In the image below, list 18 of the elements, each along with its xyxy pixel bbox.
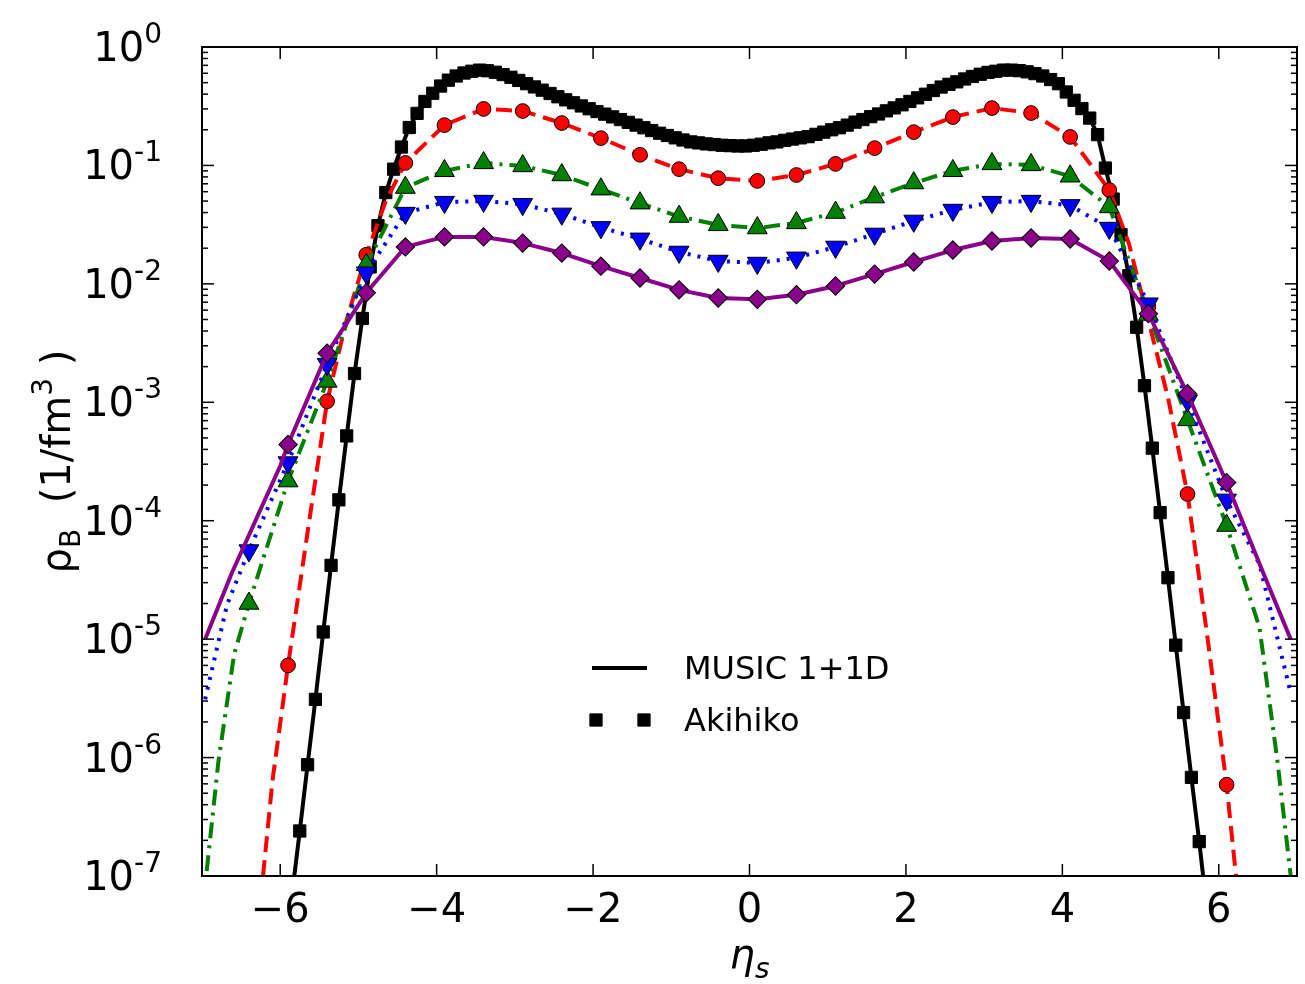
- y-tick-label: 10$^{-1}$: [83, 135, 162, 189]
- y-tick-label: 10$^{-5}$: [83, 609, 162, 663]
- x-tick-label: 6: [1206, 885, 1232, 931]
- y-tick-label: 10$^{0}$: [93, 17, 162, 70]
- x-axis-title: η$_{s}$: [729, 931, 770, 984]
- y-tick-label: 10$^{-6}$: [83, 727, 162, 781]
- legend-label: MUSIC 1+1D: [684, 649, 890, 687]
- y-tick-label: 10$^{-7}$: [83, 846, 162, 899]
- x-tick-label: −2: [563, 885, 623, 931]
- x-tick-label: −6: [250, 885, 310, 931]
- y-tick-label: 10$^{-4}$: [83, 490, 162, 544]
- x-tick-label: 2: [893, 885, 919, 931]
- x-tick-label: −4: [407, 885, 467, 931]
- x-tick-label: 4: [1049, 885, 1076, 931]
- legend-label: Akihiko: [684, 701, 800, 739]
- x-tick-label: 0: [736, 885, 763, 931]
- y-tick-label: 10$^{-2}$: [83, 253, 162, 307]
- y-tick-label: 10$^{-3}$: [83, 372, 162, 426]
